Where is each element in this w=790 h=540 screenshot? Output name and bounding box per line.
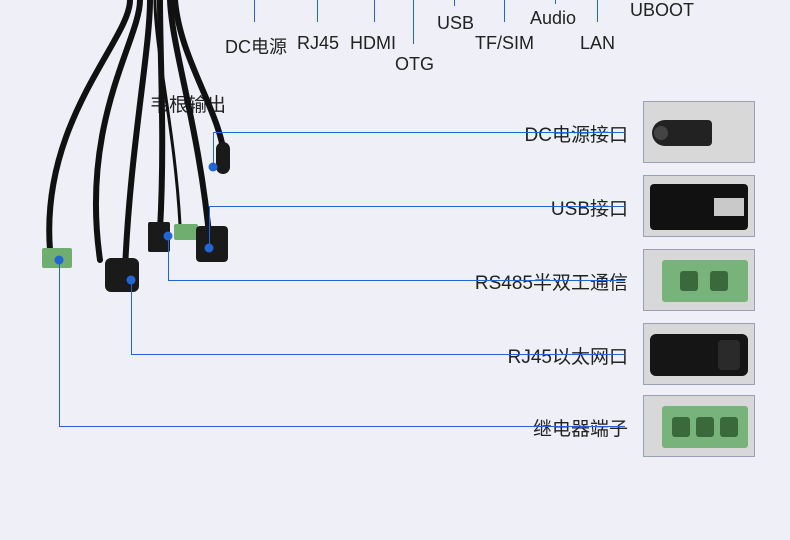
- rj45-plug-head: [105, 258, 139, 292]
- connector-label-dc: DC电源接口: [525, 120, 628, 147]
- leader-h-rj45: [131, 354, 625, 355]
- leader-h-dc: [213, 132, 625, 133]
- top-port-tick-tf-sim: [504, 0, 505, 22]
- top-port-tick-rj45: [317, 0, 318, 22]
- top-port-tick-otg: [413, 0, 414, 44]
- rs485-terminal-head: [174, 224, 198, 240]
- connector-thumb-rj45: [643, 323, 755, 385]
- top-port-label-usb: USB: [437, 13, 474, 34]
- top-port-label-lan: LAN: [580, 33, 615, 54]
- leader-dot-rs485: [164, 232, 173, 241]
- leader-dot-usb: [205, 244, 214, 253]
- top-port-label-dc-power: DC电源: [225, 33, 287, 59]
- leader-v-rs485: [168, 236, 169, 280]
- leader-v2-usb: [209, 206, 210, 248]
- leader-h-usb: [209, 206, 625, 207]
- top-port-tick-hdmi: [374, 0, 375, 22]
- top-port-label-uboot: UBOOT: [630, 0, 694, 21]
- leader-dot-relay: [55, 256, 64, 265]
- leader-v-rj45: [131, 280, 132, 354]
- top-port-label-otg: OTG: [395, 54, 434, 75]
- connector-label-rs485: RS485半双工通信: [475, 268, 628, 295]
- leader-dot-rj45: [127, 276, 136, 285]
- leader-v-relay: [59, 260, 60, 426]
- connector-thumb-dc: [643, 101, 755, 163]
- connector-label-usb: USB接口: [551, 194, 628, 221]
- leader-h-rs485: [168, 280, 625, 281]
- connector-thumb-relay: [643, 395, 755, 457]
- top-port-label-tf-sim: TF/SIM: [475, 33, 534, 54]
- connector-label-relay: 继电器端子: [533, 414, 628, 441]
- top-port-label-audio: Audio: [530, 8, 576, 29]
- leader-dot-dc: [209, 163, 218, 172]
- top-port-tick-dc-power: [254, 0, 255, 22]
- top-port-tick-lan: [597, 0, 598, 22]
- connector-thumb-rs485: [643, 249, 755, 311]
- leader-h-relay: [59, 426, 625, 427]
- top-port-tick-usb: [454, 0, 455, 6]
- top-port-tick-audio: [555, 0, 556, 4]
- dc-jack-head: [216, 142, 230, 174]
- wiegand-output-label: 韦根输出: [150, 90, 226, 117]
- top-port-label-hdmi: HDMI: [350, 33, 396, 54]
- connector-label-rj45: RJ45以太网口: [508, 342, 628, 369]
- connector-thumb-usb: [643, 175, 755, 237]
- top-port-label-rj45: RJ45: [297, 33, 339, 54]
